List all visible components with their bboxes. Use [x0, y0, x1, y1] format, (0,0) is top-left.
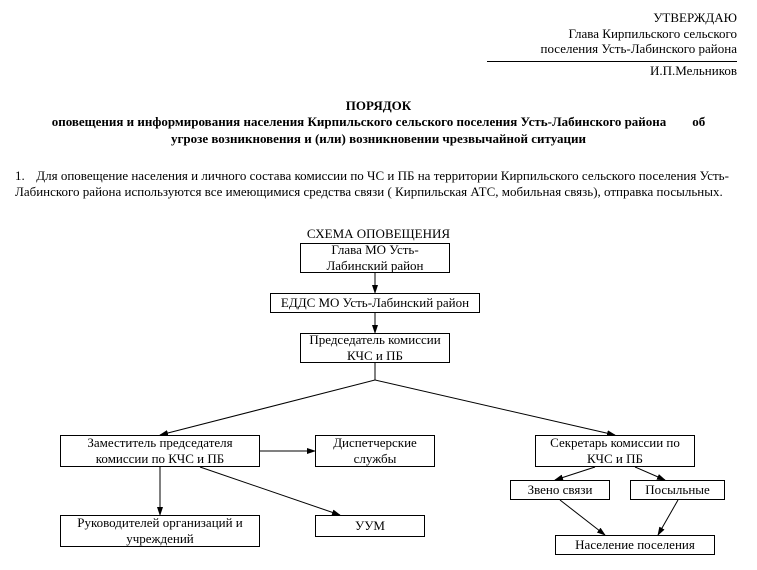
flowchart-edge-n6-n8	[635, 467, 665, 480]
flowchart-node-n2: ЕДДС МО Усть-Лабинский район	[270, 293, 480, 313]
flowchart: Глава МО Усть-Лабинский район ЕДДС МО Уст…	[0, 240, 757, 570]
flowchart-node-n5: Диспетчерские службы	[315, 435, 435, 467]
paragraph-1: 1. Для оповещение населения и личного со…	[15, 168, 742, 201]
title-line2b: об	[692, 114, 705, 129]
approve-line1: УТВЕРЖДАЮ	[487, 10, 737, 26]
flowchart-edge-n8-n11	[658, 500, 678, 535]
document-title: ПОРЯДОК оповещения и информирования насе…	[0, 98, 757, 147]
flowchart-node-n7: Звено связи	[510, 480, 610, 500]
paragraph-text: Для оповещение населения и личного соста…	[15, 168, 729, 199]
flowchart-node-n1: Глава МО Усть-Лабинский район	[300, 243, 450, 273]
flowchart-edge-n3-n4	[160, 363, 375, 435]
flowchart-node-n8: Посыльные	[630, 480, 725, 500]
title-line2a: оповещения и информирования населения Ки…	[52, 114, 667, 129]
approve-line3: поселения Усть-Лабинского района	[487, 41, 737, 57]
paragraph-number: 1.	[15, 168, 33, 184]
flowchart-node-n4: Заместитель председателя комиссии по КЧС…	[60, 435, 260, 467]
flowchart-node-n11: Население поселения	[555, 535, 715, 555]
flowchart-node-n3: Председатель комиссии КЧС и ПБ	[300, 333, 450, 363]
title-word: ПОРЯДОК	[10, 98, 747, 114]
document-page: УТВЕРЖДАЮ Глава Кирпильского сельского п…	[0, 0, 757, 570]
flowchart-node-n9: Руководителей организаций и учреждений	[60, 515, 260, 547]
flowchart-edge-n3-n6	[375, 363, 615, 435]
flowchart-edge-n4-n10	[200, 467, 340, 515]
flowchart-node-n6: Секретарь комиссии по КЧС и ПБ	[535, 435, 695, 467]
flowchart-edge-n6-n7	[555, 467, 595, 480]
flowchart-node-n10: УУМ	[315, 515, 425, 537]
signature-name: И.П.Мельников	[650, 63, 737, 78]
title-line3: угрозе возникновения и (или) возникновен…	[10, 131, 747, 147]
signature-line: И.П.Мельников	[487, 61, 737, 79]
approval-block: УТВЕРЖДАЮ Глава Кирпильского сельского п…	[487, 10, 737, 78]
approve-line2: Глава Кирпильского сельского	[487, 26, 737, 42]
flowchart-edge-n7-n11	[560, 500, 605, 535]
